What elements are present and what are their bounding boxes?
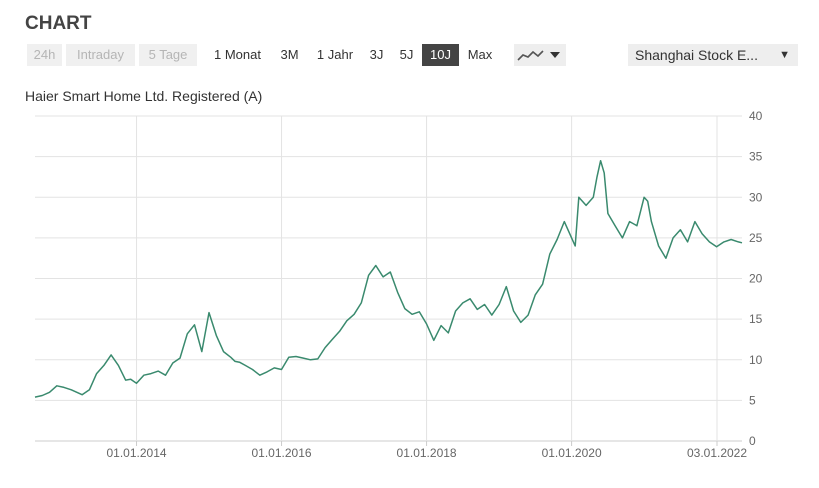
range-3m-button[interactable]: 3M — [280, 47, 299, 62]
chart-labels: 0 5 10 15 20 25 30 35 40 01.01.2014 01.01.2016 01.0… — [106, 109, 762, 460]
y-tick-label: 15 — [749, 312, 763, 326]
line-chart-icon — [517, 50, 560, 61]
exchange-selected-label: Shanghai Stock E... — [635, 47, 758, 63]
chart-series — [34, 159, 743, 398]
range-5-tage-button[interactable]: 5 Tage — [139, 44, 197, 66]
y-tick-label: 35 — [749, 150, 763, 164]
page-title: CHART — [25, 13, 92, 34]
y-tick-label: 0 — [749, 434, 756, 448]
y-tick-label: 30 — [749, 190, 763, 204]
range-3j-button[interactable]: 3J — [369, 47, 384, 62]
x-tick-label: 01.01.2018 — [397, 446, 457, 460]
y-tick-label: 25 — [749, 231, 763, 245]
y-tick-label: 5 — [749, 393, 756, 407]
range-intraday-button[interactable]: Intraday — [66, 44, 135, 66]
y-tick-label: 10 — [749, 353, 763, 367]
range-24h-button[interactable]: 24h — [27, 44, 62, 66]
x-tick-label: 01.01.2014 — [106, 446, 166, 460]
range-1-monat-button[interactable]: 1 Monat — [214, 47, 261, 62]
range-10j-button[interactable]: 10J — [422, 44, 459, 66]
y-tick-label: 20 — [749, 272, 763, 286]
chart-type-dropdown[interactable] — [514, 44, 566, 66]
range-5j-button[interactable]: 5J — [399, 47, 414, 62]
x-tick-label: 01.01.2020 — [542, 446, 602, 460]
x-tick-label: 01.01.2016 — [252, 446, 312, 460]
chart-title: Haier Smart Home Ltd. Registered (A) — [25, 88, 263, 104]
chart-grid — [35, 115, 742, 446]
chevron-down-icon: ▼ — [779, 49, 790, 61]
range-max-button[interactable]: Max — [467, 47, 493, 62]
price-series-line — [34, 159, 743, 398]
range-1-jahr-button[interactable]: 1 Jahr — [316, 47, 354, 62]
y-tick-label: 40 — [749, 109, 763, 123]
x-tick-label: 03.01.2022 — [687, 446, 747, 460]
exchange-dropdown[interactable]: Shanghai Stock E... ▼ — [628, 44, 798, 66]
